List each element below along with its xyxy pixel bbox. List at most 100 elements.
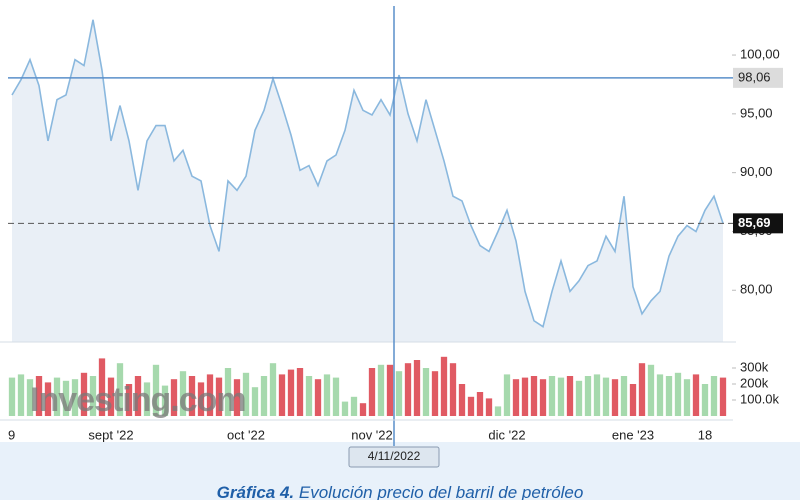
volume-bar	[395, 371, 403, 416]
volume-bar	[116, 363, 124, 416]
volume-bar	[422, 368, 430, 416]
watermark: Investing.com	[30, 381, 246, 419]
volume-bar	[197, 382, 205, 416]
volume-bar	[674, 372, 682, 416]
volume-bar	[215, 377, 223, 416]
volume-bar	[602, 377, 610, 416]
volume-bar	[143, 382, 151, 416]
volume-bar	[71, 379, 79, 416]
price-line	[11, 19, 724, 328]
volume-tick-label: 300k	[740, 359, 769, 374]
y-tick-label: 80,00	[740, 282, 773, 297]
x-tick-label: 18	[698, 427, 712, 442]
x-tick-label: nov '22	[351, 427, 393, 442]
volume-bar	[332, 377, 340, 416]
volume-bar	[665, 376, 673, 416]
volume-bar	[305, 376, 313, 416]
volume-bar	[629, 384, 637, 416]
x-tick-label: 9	[8, 427, 15, 442]
volume-bar	[440, 356, 448, 416]
volume-bar	[368, 368, 376, 416]
crosshair-date-box	[348, 446, 440, 468]
volume-bar	[341, 401, 349, 416]
volume-bar	[80, 372, 88, 416]
volume-bar	[224, 368, 232, 416]
volume-bar	[611, 379, 619, 416]
y-tick-label: 100,00	[740, 46, 780, 61]
volume-bar	[350, 396, 358, 416]
crosshair-value-box	[733, 67, 783, 88]
volume-bar	[287, 369, 295, 416]
volume-bar	[467, 396, 475, 416]
volume-bar	[26, 379, 34, 416]
volume-bar	[584, 376, 592, 416]
volume-bar	[278, 374, 286, 416]
volume-bar	[503, 374, 511, 416]
volume-bar	[188, 376, 196, 416]
volume-bar	[260, 376, 268, 416]
volume-bar	[458, 384, 466, 416]
volume-bar	[431, 371, 439, 416]
volume-bar	[323, 374, 331, 416]
volume-bar	[53, 377, 61, 416]
volume-tick-label: 100.0k	[740, 391, 780, 406]
volume-bar	[17, 374, 25, 416]
volume-bar	[494, 406, 502, 416]
volume-bar	[521, 377, 529, 416]
volume-bar	[566, 376, 574, 416]
volume-bar	[377, 364, 385, 416]
volume-bar	[386, 364, 394, 416]
x-tick-label: dic '22	[488, 427, 525, 442]
volume-bar	[206, 374, 214, 416]
volume-bar	[719, 377, 727, 416]
volume-bar	[44, 382, 52, 416]
volume-bar	[62, 380, 70, 416]
volume-bar	[476, 392, 484, 416]
volume-bar	[620, 376, 628, 416]
caption-text: Evolución precio del barril de petróleo	[299, 483, 583, 500]
volume-bar	[125, 384, 133, 416]
crosshair-value-label: 98,06	[738, 69, 771, 84]
y-tick-label: 90,00	[740, 164, 773, 179]
volume-bar	[170, 379, 178, 416]
volume-bar	[251, 387, 259, 416]
volume-bar	[530, 376, 538, 416]
x-tick-label: oct '22	[227, 427, 265, 442]
volume-bar	[269, 363, 277, 416]
volume-tick-label: 200k	[740, 375, 769, 390]
volume-bar	[683, 379, 691, 416]
volume-bar	[656, 374, 664, 416]
volume-bar	[134, 376, 142, 416]
volume-bar	[98, 358, 106, 416]
volume-bar	[539, 379, 547, 416]
volume-bar	[557, 377, 565, 416]
volume-bar	[296, 368, 304, 416]
volume-bar	[152, 364, 160, 416]
volume-bar	[710, 376, 718, 416]
volume-bar	[692, 374, 700, 416]
volume-bar	[359, 403, 367, 416]
caption: Gráfica 4. Evolución precio del barril d…	[217, 483, 584, 500]
volume-bar	[107, 377, 115, 416]
volume-bar	[548, 376, 556, 416]
y-tick-label: 95,00	[740, 105, 773, 120]
volume-bar	[8, 377, 16, 416]
volume-bar	[413, 360, 421, 416]
volume-bar	[638, 363, 646, 416]
volume-bar	[242, 372, 250, 416]
volume-bar	[161, 385, 169, 416]
x-tick-label: sept '22	[88, 427, 133, 442]
last-price-label: 85,69	[738, 215, 771, 230]
volume-bar	[512, 379, 520, 416]
volume-bar	[485, 398, 493, 416]
volume-bar	[701, 384, 709, 416]
volume-bar	[89, 376, 97, 416]
volume-bar	[593, 374, 601, 416]
volume-bar	[575, 380, 583, 416]
volume-bar	[35, 376, 43, 416]
volume-bar	[179, 371, 187, 416]
caption-label: Gráfica 4.	[217, 483, 295, 500]
volume-bar	[404, 363, 412, 416]
